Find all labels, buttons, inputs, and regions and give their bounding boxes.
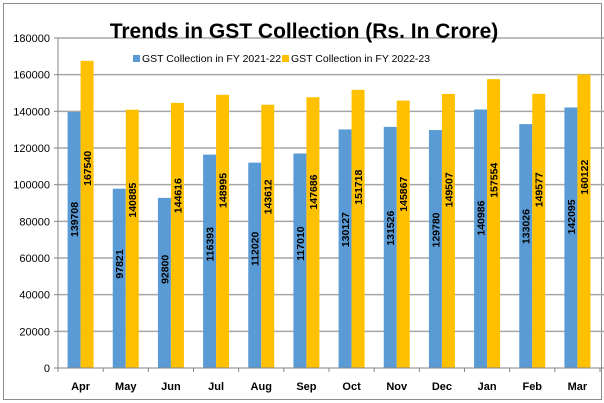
data-labels: 139708 167540 97821 140885 92800 144616 116393…	[69, 151, 591, 284]
x-category-label: Mar	[568, 381, 588, 393]
data-label: 147686	[308, 174, 320, 209]
bar-2022-23-sep	[306, 97, 320, 368]
y-tick-label: 180000	[13, 33, 50, 45]
bar-2021-22-aug	[248, 162, 262, 368]
bar-2021-22-oct	[338, 129, 352, 368]
x-category-label: Jan	[478, 381, 497, 393]
data-label: 117010	[295, 226, 307, 261]
x-category-label: Apr	[71, 381, 91, 393]
x-axis-categories: Apr May Jun Jul Aug Sep Oct Nov Dec Jan Feb Mar	[71, 381, 588, 393]
bar-2021-22-may	[112, 188, 126, 368]
bar-2021-22-jun	[157, 197, 171, 368]
x-category-label: May	[115, 381, 137, 393]
legend-swatch-2022-23	[282, 55, 289, 62]
data-label: 139708	[69, 202, 81, 237]
x-category-label: Nov	[386, 381, 408, 393]
x-category-label: Aug	[251, 381, 272, 393]
bar-2021-22-mar	[564, 107, 578, 369]
bar-2021-22-sep	[293, 153, 307, 368]
data-label: 143612	[263, 179, 275, 214]
data-label: 130127	[340, 212, 352, 247]
data-label: 157554	[489, 163, 501, 198]
legend-label-2022-23: GST Collection in FY 2022-23	[291, 53, 430, 65]
x-category-label: Oct	[342, 381, 361, 393]
chart-title: Trends in GST Collection (Rs. In Crore)	[110, 20, 499, 43]
x-category-label: Feb	[522, 381, 542, 393]
data-label: 133026	[521, 209, 533, 244]
data-label: 145867	[398, 177, 410, 212]
data-label: 160122	[579, 160, 591, 195]
data-label: 112020	[250, 232, 262, 267]
data-label: 140986	[476, 200, 488, 235]
x-axis	[57, 367, 604, 372]
y-tick-label: 40000	[19, 290, 50, 302]
x-category-label: Jul	[208, 381, 224, 393]
legend-swatch-2021-22	[133, 55, 140, 62]
bar-2022-23-apr	[80, 60, 94, 369]
data-label: 149577	[534, 172, 546, 207]
bar-2022-23-jul	[216, 94, 230, 368]
data-label: 148995	[218, 173, 230, 208]
y-tick-label: 140000	[13, 106, 50, 118]
y-tick-label: 60000	[19, 253, 50, 265]
x-category-label: Jun	[161, 381, 181, 393]
bar-2021-22-jul	[203, 154, 217, 368]
data-label: 129780	[430, 212, 442, 247]
bars	[67, 60, 591, 369]
gridlines	[58, 37, 604, 333]
bar-2021-22-apr	[67, 111, 81, 369]
y-axis-ticks: 0 20000 40000 60000 80000 100000 120000 140000 1…	[13, 33, 59, 375]
bar-2022-23-mar	[577, 74, 591, 369]
bar-2022-23-aug	[261, 104, 275, 368]
bar-2022-23-nov	[396, 100, 410, 369]
data-label: 149507	[443, 172, 455, 207]
bar-2021-22-jan	[474, 109, 488, 368]
bar-2022-23-may	[125, 109, 139, 369]
bar-2022-23-jan	[487, 79, 501, 368]
y-tick-label: 120000	[13, 143, 50, 155]
legend: GST Collection in FY 2021-22 GST Collect…	[133, 53, 430, 65]
data-label: 167540	[82, 151, 94, 186]
bar-2022-23-feb	[532, 93, 546, 368]
y-tick-label: 20000	[19, 326, 50, 338]
bar-2022-23-oct	[351, 89, 365, 368]
bar-2021-22-feb	[519, 124, 533, 368]
bar-2022-23-jun	[170, 102, 184, 368]
x-category-label: Sep	[296, 381, 316, 393]
data-label: 142095	[566, 199, 578, 234]
legend-label-2021-22: GST Collection in FY 2021-22	[142, 53, 281, 65]
y-tick-label: 100000	[13, 180, 50, 192]
data-label: 116393	[205, 227, 217, 262]
y-tick-label: 0	[44, 363, 50, 375]
data-label: 144616	[172, 178, 184, 213]
chart-frame	[3, 3, 602, 400]
data-label: 140885	[127, 182, 139, 217]
bar-2021-22-dec	[428, 130, 442, 368]
y-tick-label: 160000	[13, 70, 50, 82]
x-category-label: Dec	[432, 381, 452, 393]
data-label: 97821	[114, 249, 126, 278]
data-label: 131526	[385, 210, 397, 245]
y-tick-label: 80000	[19, 216, 50, 228]
bar-2022-23-dec	[441, 93, 455, 368]
data-label: 151718	[353, 170, 365, 205]
bar-2021-22-nov	[383, 126, 397, 368]
data-label: 92800	[159, 255, 171, 284]
